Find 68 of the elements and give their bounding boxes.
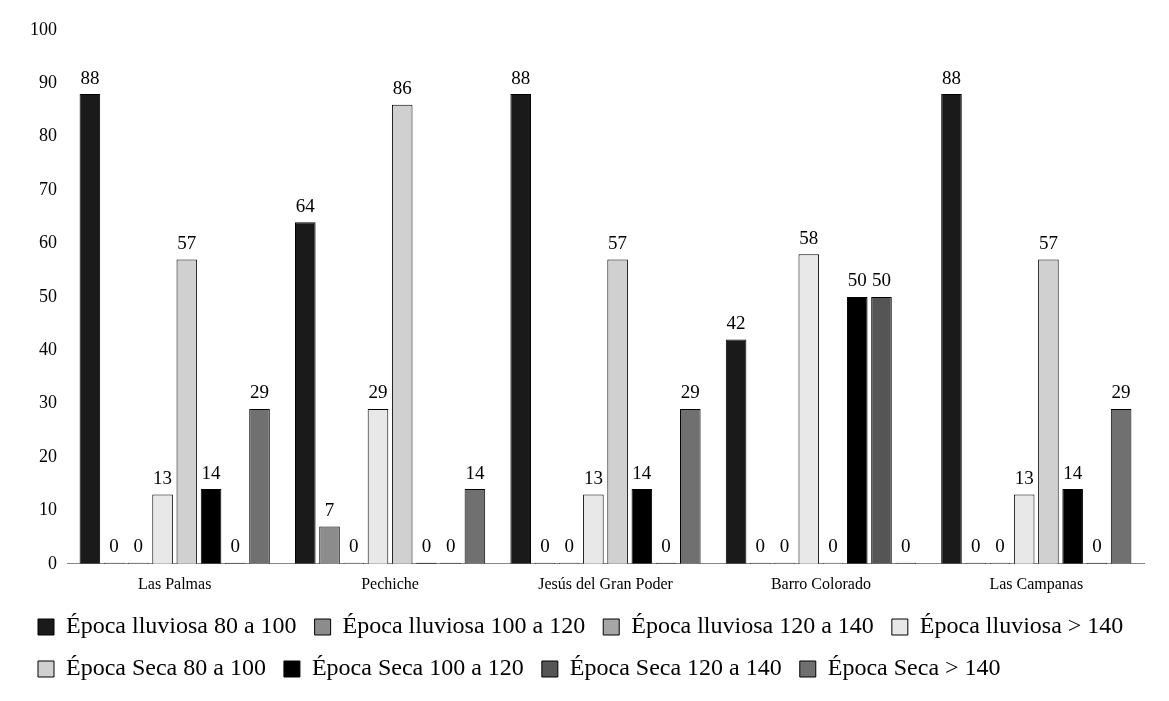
data-label: 0 (133, 535, 144, 557)
data-label: 64 (295, 194, 316, 216)
x-tick-label: Barro Colorado (770, 574, 871, 592)
legend-label: Época Seca 120 a 140 (569, 654, 782, 681)
y-tick-label: 60 (39, 232, 57, 253)
data-label: 29 (1111, 381, 1131, 403)
data-label: 14 (632, 461, 652, 483)
legend-label: Época lluviosa 100 a 120 (342, 612, 586, 639)
data-label: 58 (799, 226, 819, 248)
data-label: 88 (511, 66, 531, 88)
data-label: 88 (941, 66, 961, 88)
y-tick-label: 40 (39, 339, 57, 360)
data-label: 7 (324, 498, 335, 520)
y-tick-label: 10 (39, 499, 57, 520)
data-label: 0 (661, 535, 671, 557)
data-label: 14 (465, 461, 485, 483)
data-label: 0 (755, 535, 766, 557)
data-label: 0 (540, 535, 550, 557)
data-label: 86 (392, 77, 412, 99)
data-label: 0 (421, 535, 432, 557)
y-tick-label: 30 (39, 392, 57, 413)
data-label: 57 (177, 232, 197, 254)
legend-label: Época lluviosa 80 a 100 (66, 612, 297, 639)
data-label: 57 (1038, 232, 1058, 254)
data-label: 0 (445, 535, 456, 557)
legend-label: Época Seca > 140 (827, 654, 1001, 681)
data-label: 42 (726, 312, 746, 334)
x-tick-label: Jesús del Gran Poder (538, 574, 674, 592)
legend-label: Época lluviosa 120 a 140 (631, 612, 874, 639)
data-label: 0 (230, 535, 241, 557)
data-label: 13 (1014, 466, 1034, 488)
y-tick-label: 90 (39, 72, 57, 93)
y-tick-label: 70 (39, 178, 57, 199)
data-label: 50 (847, 269, 867, 291)
y-tick-label: 50 (39, 285, 57, 306)
bar (200, 489, 222, 564)
data-label: 0 (900, 535, 911, 557)
y-tick-label: 100 (30, 18, 57, 39)
data-label: 14 (201, 461, 222, 483)
y-tick-label: 0 (48, 552, 57, 573)
data-label: 0 (970, 535, 981, 557)
legend-label: Época Seca 80 a 100 (66, 654, 266, 681)
data-label: 57 (608, 232, 628, 254)
data-label: 13 (153, 466, 173, 488)
bar (631, 489, 653, 564)
x-tick-label: Las Palmas (138, 574, 212, 592)
y-tick-label: 20 (39, 445, 57, 466)
x-tick-label: Pechiche (361, 574, 419, 592)
data-label: 0 (995, 535, 1005, 557)
data-label: 0 (564, 535, 574, 557)
data-label: 29 (250, 381, 270, 403)
data-label: 0 (779, 535, 790, 557)
data-label: 88 (80, 66, 100, 88)
legend-label: Época lluviosa > 140 (919, 612, 1124, 639)
data-label: 13 (583, 466, 603, 488)
data-label: 14 (1063, 461, 1083, 483)
data-label: 29 (680, 381, 700, 403)
data-label: 0 (1092, 535, 1102, 557)
legend-label: Época Seca 100 a 120 (311, 654, 524, 681)
data-label: 0 (349, 535, 359, 557)
data-label: 0 (109, 535, 119, 557)
y-tick-label: 80 (39, 125, 57, 146)
x-tick-label: Las Campanas (989, 574, 1084, 593)
data-label: 50 (871, 269, 891, 291)
data-label: 29 (368, 381, 388, 403)
bar (846, 296, 868, 564)
bar (1062, 489, 1083, 564)
data-label: 0 (828, 535, 838, 557)
